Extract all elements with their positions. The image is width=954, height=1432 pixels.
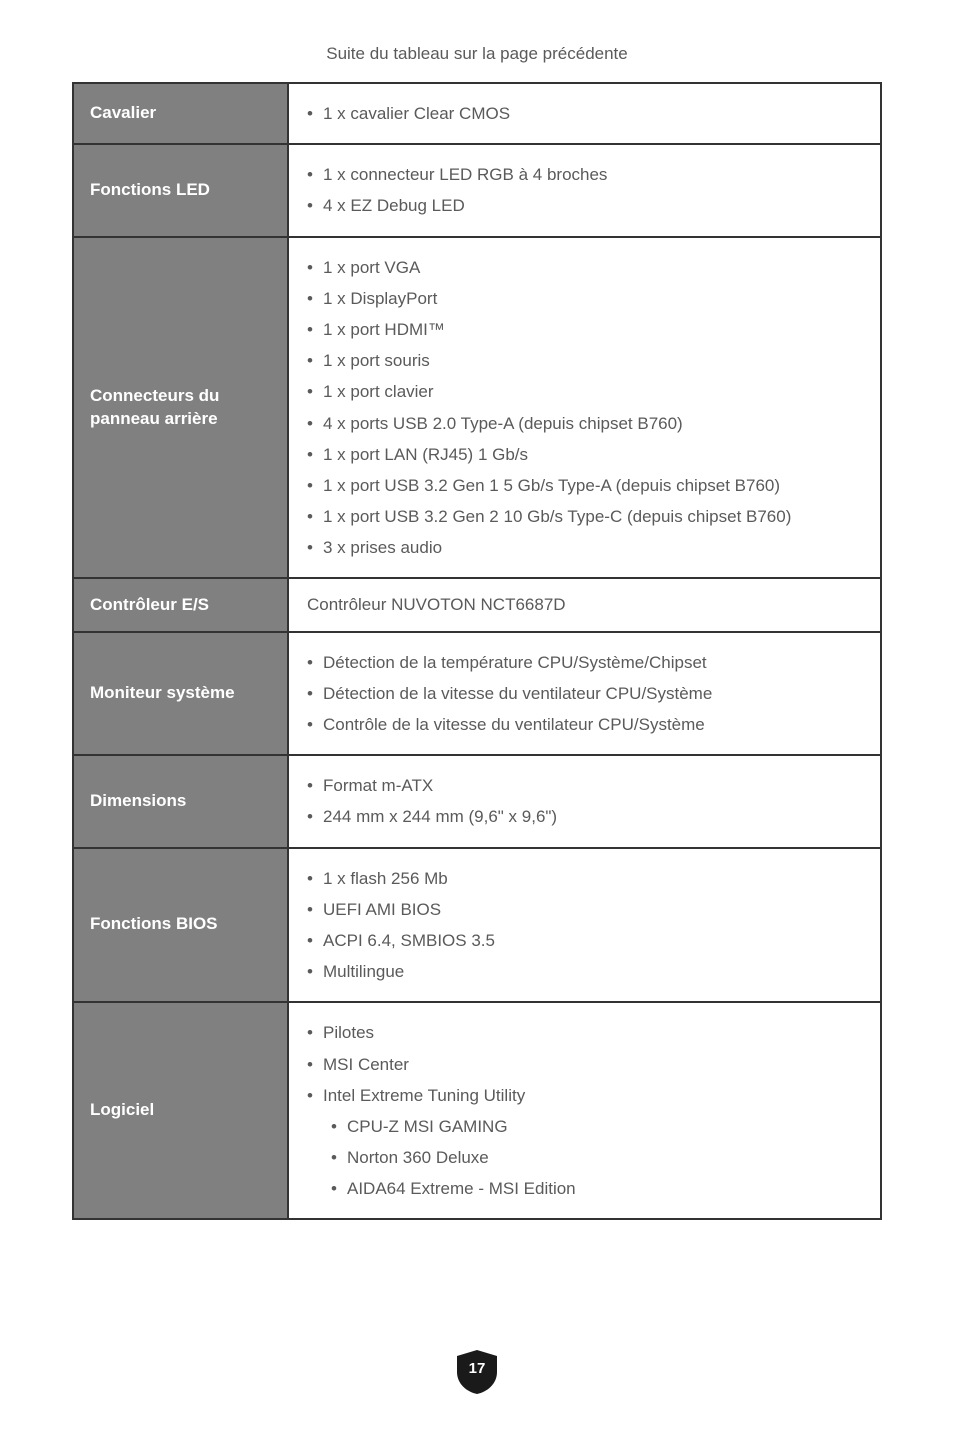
list-item: Pilotes xyxy=(307,1019,862,1046)
list-item: 1 x DisplayPort xyxy=(307,285,862,312)
row-label: Fonctions BIOS xyxy=(73,848,288,1003)
row-label: Connecteurs du panneau arrière xyxy=(73,237,288,579)
list-item: 4 x ports USB 2.0 Type-A (depuis chipset… xyxy=(307,410,862,437)
row-value: Format m-ATX 244 mm x 244 mm (9,6" x 9,6"… xyxy=(288,755,881,847)
row-label: Contrôleur E/S xyxy=(73,578,288,631)
list-item: MSI Center xyxy=(307,1051,862,1078)
row-label: Dimensions xyxy=(73,755,288,847)
table-row: Contrôleur E/SContrôleur NUVOTON NCT6687… xyxy=(73,578,881,631)
row-label: Fonctions LED xyxy=(73,144,288,236)
list-item: 1 x connecteur LED RGB à 4 broches xyxy=(307,161,862,188)
list-item: 1 x flash 256 Mb xyxy=(307,865,862,892)
list-item: Contrôle de la vitesse du ventilateur CP… xyxy=(307,711,862,738)
list-item: 1 x port USB 3.2 Gen 2 10 Gb/s Type-C (d… xyxy=(307,503,862,530)
row-label: Moniteur système xyxy=(73,632,288,756)
value-list: Pilotes MSI Center Intel Extreme Tuning Ut… xyxy=(307,1019,862,1202)
value-list: Format m-ATX 244 mm x 244 mm (9,6" x 9,6"… xyxy=(307,772,862,830)
list-item: ACPI 6.4, SMBIOS 3.5 xyxy=(307,927,862,954)
list-item: 1 x port USB 3.2 Gen 1 5 Gb/s Type-A (de… xyxy=(307,472,862,499)
list-item: UEFI AMI BIOS xyxy=(307,896,862,923)
value-list: 1 x flash 256 Mb UEFI AMI BIOS ACPI 6.4, S… xyxy=(307,865,862,986)
row-value: 1 x port VGA 1 x DisplayPort 1 x port HDMI… xyxy=(288,237,881,579)
table-row: Logiciel Pilotes MSI Center Intel Extreme T… xyxy=(73,1002,881,1219)
page-number: 17 xyxy=(457,1360,497,1377)
row-value: 1 x connecteur LED RGB à 4 broches 4 x EZ… xyxy=(288,144,881,236)
table-row: Fonctions BIOS 1 x flash 256 Mb UEFI AMI B… xyxy=(73,848,881,1003)
row-label: Logiciel xyxy=(73,1002,288,1219)
list-item: Format m-ATX xyxy=(307,772,862,799)
row-value: Contrôleur NUVOTON NCT6687D xyxy=(288,578,881,631)
row-value: Détection de la température CPU/Système/… xyxy=(288,632,881,756)
value-list: 1 x port VGA 1 x DisplayPort 1 x port HDMI… xyxy=(307,254,862,562)
spec-table: Cavalier 1 x cavalier Clear CMOS Fonctions… xyxy=(72,82,882,1220)
value-list: 1 x cavalier Clear CMOS xyxy=(307,100,862,127)
list-item: 1 x port souris xyxy=(307,347,862,374)
row-value: 1 x flash 256 Mb UEFI AMI BIOS ACPI 6.4, S… xyxy=(288,848,881,1003)
page-container: Suite du tableau sur la page précédente … xyxy=(0,0,954,1432)
table-row: Fonctions LED 1 x connecteur LED RGB à 4 … xyxy=(73,144,881,236)
list-item: 1 x port HDMI™ xyxy=(307,316,862,343)
list-item: 4 x EZ Debug LED xyxy=(307,192,862,219)
spec-table-body: Cavalier 1 x cavalier Clear CMOS Fonctions… xyxy=(73,83,881,1219)
table-row: Connecteurs du panneau arrière1 x port V… xyxy=(73,237,881,579)
table-caption: Suite du tableau sur la page précédente xyxy=(72,44,882,64)
page-number-badge: 17 xyxy=(457,1350,497,1394)
list-item: Norton 360 Deluxe xyxy=(307,1144,862,1171)
row-label: Cavalier xyxy=(73,83,288,144)
table-row: Dimensions Format m-ATX 244 mm x 244 mm (9… xyxy=(73,755,881,847)
list-item: Détection de la vitesse du ventilateur C… xyxy=(307,680,862,707)
row-value: Pilotes MSI Center Intel Extreme Tuning Ut… xyxy=(288,1002,881,1219)
list-item: 1 x port VGA xyxy=(307,254,862,281)
list-item: 1 x port LAN (RJ45) 1 Gb/s xyxy=(307,441,862,468)
list-item: 244 mm x 244 mm (9,6" x 9,6") xyxy=(307,803,862,830)
list-item: AIDA64 Extreme - MSI Edition xyxy=(307,1175,862,1202)
value-list: Détection de la température CPU/Système/… xyxy=(307,649,862,739)
list-item: Intel Extreme Tuning Utility xyxy=(307,1082,862,1109)
list-item: Multilingue xyxy=(307,958,862,985)
value-list: 1 x connecteur LED RGB à 4 broches 4 x EZ… xyxy=(307,161,862,219)
list-item: 1 x cavalier Clear CMOS xyxy=(307,100,862,127)
table-row: Moniteur système Détection de la températ… xyxy=(73,632,881,756)
row-value: 1 x cavalier Clear CMOS xyxy=(288,83,881,144)
table-row: Cavalier 1 x cavalier Clear CMOS xyxy=(73,83,881,144)
list-item: 1 x port clavier xyxy=(307,378,862,405)
list-item: CPU-Z MSI GAMING xyxy=(307,1113,862,1140)
list-item: 3 x prises audio xyxy=(307,534,862,561)
list-item: Détection de la température CPU/Système/… xyxy=(307,649,862,676)
